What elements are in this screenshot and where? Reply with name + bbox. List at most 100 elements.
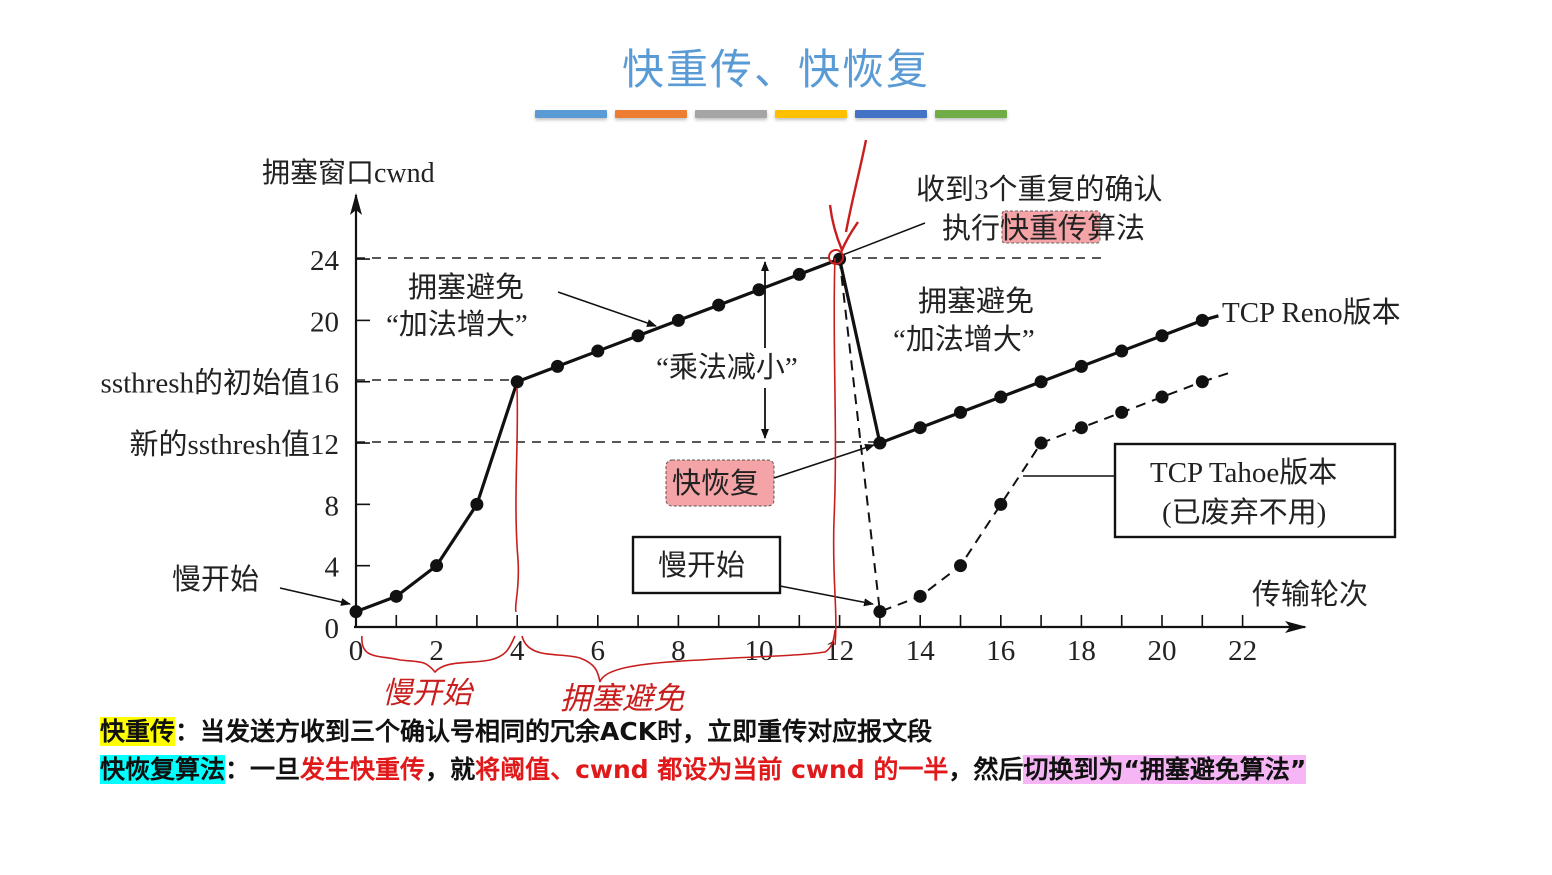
slow-start-arrow xyxy=(279,587,351,606)
y-tick-label: 新的ssthresh值12 xyxy=(130,428,339,461)
axes xyxy=(350,193,1307,633)
tahoe-series-points xyxy=(873,371,1231,619)
x-tick-label: 12 xyxy=(825,635,854,667)
reference-lines xyxy=(356,257,1102,443)
x-tick-label: 10 xyxy=(745,635,774,667)
data-point xyxy=(1074,359,1088,373)
data-point xyxy=(389,589,403,603)
colon: ： xyxy=(175,717,201,746)
x-tick-label: 16 xyxy=(986,635,1015,667)
data-point xyxy=(430,559,444,573)
slow-start-box-arrow xyxy=(779,585,874,607)
data-point xyxy=(1115,344,1129,358)
label-reno: TCP Reno版本 xyxy=(1222,296,1401,329)
color-bar-3 xyxy=(775,110,847,118)
label-tahoe-2: (已废弃不用) xyxy=(1162,496,1326,529)
slide-title: 快重传、快恢复 xyxy=(621,45,930,94)
red-text-segment: 将阈值、cwnd 都设为当前 cwnd 的一半 xyxy=(475,755,949,784)
annotation-mult-decrease: “乘法减小” xyxy=(656,351,798,384)
x-tick-label: 22 xyxy=(1228,635,1257,667)
label-tahoe-1: TCP Tahoe版本 xyxy=(1150,456,1337,489)
fast-retransmit-highlight xyxy=(1001,210,1101,244)
data-point xyxy=(470,497,484,511)
data-point xyxy=(591,344,605,358)
data-point xyxy=(913,421,927,435)
tahoe-extension xyxy=(1201,371,1231,383)
hw-divider-12 xyxy=(832,257,837,646)
color-bar-5 xyxy=(935,110,1007,118)
hw-label-congestion-avoidance: 拥塞避免 xyxy=(560,681,685,716)
data-point xyxy=(1115,405,1129,419)
annotation-slow-start-box: 慢开始 xyxy=(658,549,745,582)
annotation-fast-recovery: 快恢复 xyxy=(672,467,759,500)
data-point xyxy=(1034,436,1048,450)
x-ticks: 0 2 4 6 8 10 12 14 16 18 20 22 xyxy=(349,615,1257,667)
x-axis-label: 传输轮次 xyxy=(1252,578,1368,611)
x-tick-label: 20 xyxy=(1148,635,1177,667)
annotation-ca-right-2: “加法增大” xyxy=(893,323,1035,356)
hw-red-arrow-icon xyxy=(828,139,868,254)
tahoe-series-line xyxy=(838,258,1203,614)
data-point xyxy=(752,283,766,297)
x-tick-label: 0 xyxy=(349,635,364,667)
data-point xyxy=(1155,329,1169,343)
data-point xyxy=(631,329,645,343)
data-point xyxy=(994,390,1008,404)
hw-red-circle xyxy=(828,249,844,265)
color-bar-1 xyxy=(615,110,687,118)
footer-definitions: 快重传：当发送方收到三个确认号相同的冗余ACK时，立即重传对应报文段 快恢复算法… xyxy=(100,713,1307,789)
reno-extension xyxy=(1201,314,1219,322)
x-tick-label: 2 xyxy=(429,635,444,667)
color-bar-2 xyxy=(695,110,767,118)
data-point xyxy=(1155,390,1169,404)
data-point xyxy=(671,313,685,327)
text-segment: ，然后 xyxy=(948,755,1024,784)
definition-fast-retransmit: 当发送方收到三个确认号相同的冗余ACK时，立即重传对应报文段 xyxy=(200,717,933,746)
annotation-slow-start: 慢开始 xyxy=(172,563,259,596)
reno-series-points xyxy=(349,252,1219,619)
fast-recovery-highlight xyxy=(665,459,775,507)
dup-ack-leader xyxy=(839,222,926,257)
data-point xyxy=(712,298,726,312)
text-segment: 一旦 xyxy=(250,755,301,784)
tahoe-box xyxy=(1113,442,1397,539)
x-tick-label: 14 xyxy=(906,635,936,667)
y-tick-label: 20 xyxy=(310,306,339,338)
x-tick-label: 6 xyxy=(591,635,606,667)
y-tick-label: ssthresh的初始值16 xyxy=(101,367,339,400)
handwritten-annotations xyxy=(361,139,868,683)
color-bar-strip xyxy=(535,110,1007,118)
y-tick-label: 8 xyxy=(325,490,340,522)
ca-left-arrow xyxy=(557,291,657,327)
annotation-dup-ack-1: 收到3个重复的确认 xyxy=(916,173,1163,206)
data-point xyxy=(954,405,967,419)
data-point xyxy=(873,605,887,619)
slow-start-box xyxy=(631,535,782,595)
y-ticks: 0 4 8 新的ssthresh值12 ssthresh的初始值16 20 24 xyxy=(101,245,370,645)
data-point xyxy=(510,375,524,389)
fast-recovery-arrow xyxy=(773,444,875,479)
pink-highlight-segment: 切换到为“拥塞避免算法” xyxy=(1023,755,1307,784)
data-point xyxy=(994,497,1008,511)
annotation-ca-left-1: 拥塞避免 xyxy=(408,271,524,304)
y-axis-label: 拥塞窗口cwnd xyxy=(262,157,435,189)
y-tick-label: 4 xyxy=(325,552,340,584)
data-point xyxy=(1034,375,1048,389)
x-tick-label: 4 xyxy=(510,635,525,667)
data-point xyxy=(1074,421,1088,435)
color-bar-0 xyxy=(535,110,607,118)
data-point xyxy=(551,359,564,373)
text-segment: ，就 xyxy=(425,755,476,784)
data-point xyxy=(792,267,806,281)
footer-line-fast-recovery: 快恢复算法：一旦发生快重传，就将阈值、cwnd 都设为当前 cwnd 的一半，然… xyxy=(100,751,1307,789)
x-tick-label: 18 xyxy=(1067,635,1096,667)
data-point xyxy=(954,559,967,573)
term-fast-retransmit: 快重传 xyxy=(100,717,176,746)
color-bar-4 xyxy=(855,110,927,118)
footer-line-fast-retransmit: 快重传：当发送方收到三个确认号相同的冗余ACK时，立即重传对应报文段 xyxy=(100,713,1306,751)
colon: ： xyxy=(225,755,251,784)
data-point xyxy=(913,589,927,603)
annotation-ca-left-2: “加法增大” xyxy=(386,308,528,341)
data-point xyxy=(349,605,363,619)
hw-brace-slow-start xyxy=(361,635,516,674)
